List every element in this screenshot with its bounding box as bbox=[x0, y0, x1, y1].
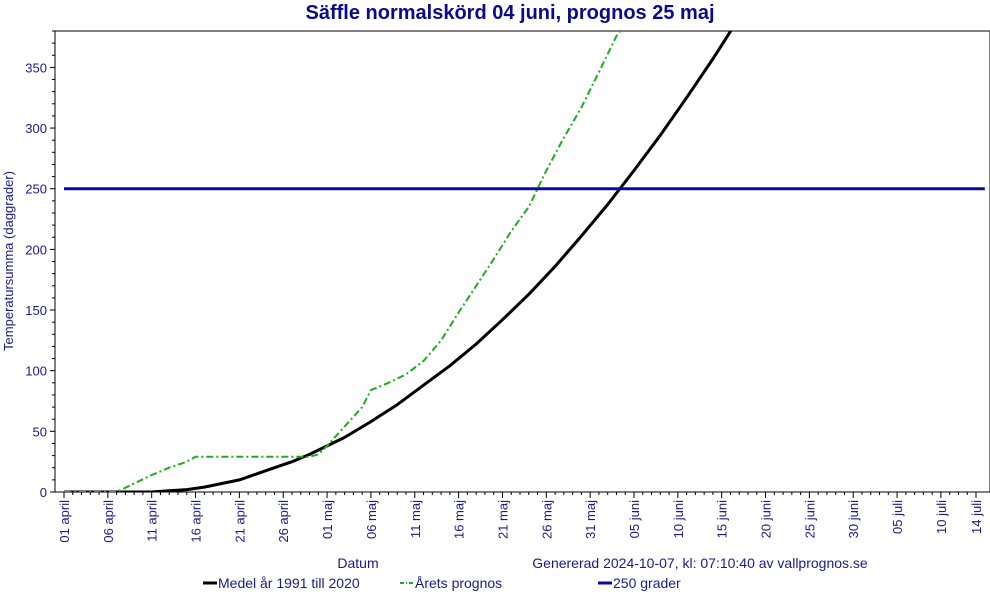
x-tick-label: 10 juni bbox=[671, 500, 686, 538]
x-tick-label: 10 juli bbox=[934, 500, 949, 534]
x-tick-label: 26 april bbox=[276, 500, 291, 543]
series-line-2 bbox=[64, 31, 622, 492]
generated-text: Genererad 2024-10-07, kl: 07:10:40 av va… bbox=[532, 555, 868, 571]
y-tick-label: 300 bbox=[25, 121, 47, 136]
chart-title: Säffle normalskörd 04 juni, prognos 25 m… bbox=[306, 2, 715, 24]
series-lines bbox=[64, 31, 985, 492]
x-tick-label: 25 juni bbox=[802, 500, 817, 538]
legend-label-3: 250 grader bbox=[613, 575, 681, 591]
x-tick-label: 21 maj bbox=[495, 500, 510, 539]
series-line-1 bbox=[64, 31, 733, 492]
plot-area bbox=[54, 30, 990, 493]
x-tick-label: 15 juni bbox=[715, 500, 730, 538]
legend-label-1: Medel år 1991 till 2020 bbox=[218, 575, 360, 591]
x-axis-label: Datum bbox=[337, 555, 378, 571]
x-tick-label: 14 juli bbox=[969, 500, 984, 534]
x-tick-label: 21 april bbox=[232, 500, 247, 543]
x-tick-label: 30 juni bbox=[846, 500, 861, 538]
y-tick-label: 100 bbox=[25, 364, 47, 379]
y-axis-label: Temperatursumma (daggrader) bbox=[1, 171, 16, 351]
x-axis: 01 april 06 april 11 april 16 april 21 april… bbox=[57, 492, 984, 543]
x-tick-label: 01 maj bbox=[320, 500, 335, 539]
legend-label-2: Årets prognos bbox=[415, 575, 502, 591]
x-tick-label: 31 maj bbox=[583, 500, 598, 539]
x-tick-label: 26 maj bbox=[539, 500, 554, 539]
legend: Medel år 1991 till 2020 Årets prognos 250 … bbox=[203, 575, 681, 591]
x-tick-label: 11 april bbox=[145, 500, 160, 542]
x-tick-label: 16 maj bbox=[452, 500, 467, 539]
y-tick-label: 350 bbox=[25, 60, 47, 75]
x-tick-label: 06 maj bbox=[364, 500, 379, 539]
x-tick-label: 11 maj bbox=[408, 500, 423, 538]
y-tick-label: 250 bbox=[25, 182, 47, 197]
y-tick-label: 0 bbox=[40, 485, 47, 500]
x-tick-label: 05 juni bbox=[627, 500, 642, 538]
y-tick-label: 200 bbox=[25, 242, 47, 257]
y-tick-label: 150 bbox=[25, 303, 47, 318]
x-tick-label: 16 april bbox=[189, 500, 204, 543]
x-tick-label: 01 april bbox=[57, 500, 72, 543]
y-tick-label: 50 bbox=[33, 424, 47, 439]
x-tick-label: 06 april bbox=[101, 500, 116, 543]
y-axis: 0 50 100 150 200 250 300 350 bbox=[25, 30, 55, 500]
x-tick-label: 05 juli bbox=[890, 500, 905, 534]
x-tick-label: 20 juni bbox=[759, 500, 774, 538]
